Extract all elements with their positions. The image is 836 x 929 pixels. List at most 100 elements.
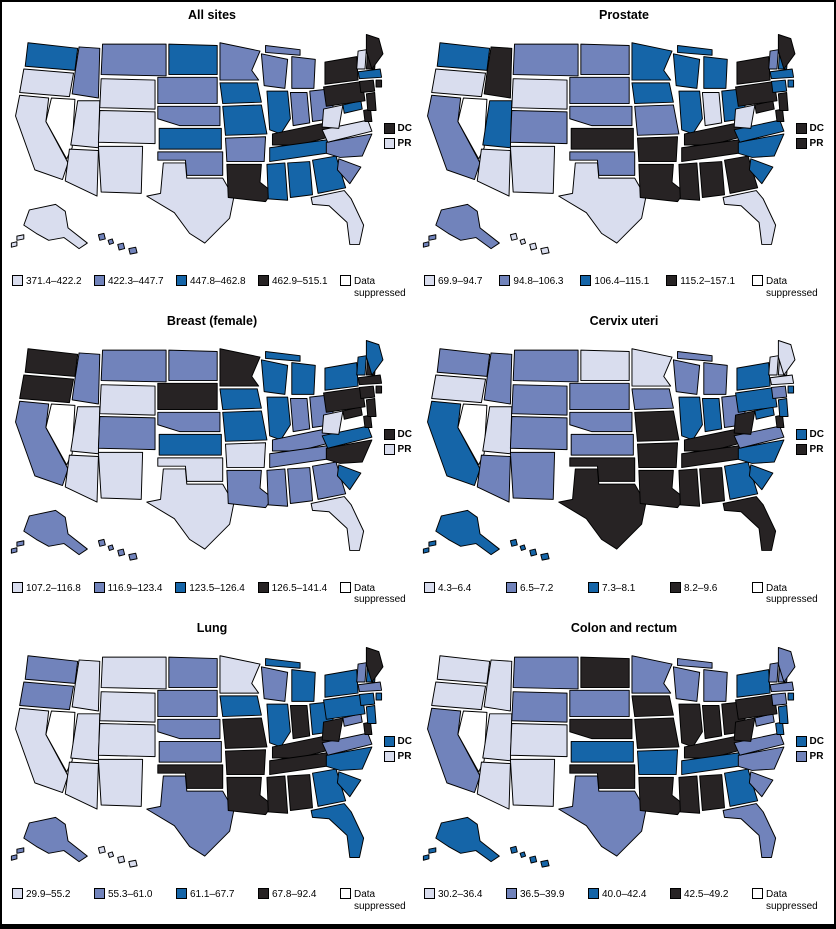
- legend-label: 447.8–462.8: [190, 276, 246, 288]
- state-MO: [634, 717, 680, 749]
- legend-item-q2: 116.9–123.4: [93, 581, 163, 595]
- pr-label: PR: [809, 750, 824, 762]
- legend-item-q1: 107.2–116.8: [12, 581, 81, 595]
- map-area: DC PR: [422, 635, 826, 887]
- legend-swatch-q1: [424, 888, 435, 899]
- state-MN: [219, 654, 261, 694]
- legend-item-q2: 94.8–106.3: [499, 275, 563, 288]
- legend-swatch-q3: [580, 275, 592, 287]
- state-CT: [358, 385, 376, 400]
- state-AR: [225, 748, 267, 775]
- state-HI: [519, 544, 527, 552]
- state-MO: [222, 104, 268, 136]
- legend-label: 8.2–9.6: [684, 582, 718, 594]
- state-ND: [580, 350, 630, 382]
- state-PA: [735, 693, 778, 720]
- state-LA: [638, 776, 685, 815]
- state-MA: [769, 68, 795, 80]
- map-legend: 107.2–116.8 116.9–123.4 123.5–126.4 126.…: [10, 581, 414, 612]
- state-SD: [157, 76, 218, 105]
- state-HI: [128, 553, 138, 561]
- pr-swatch: [795, 444, 807, 456]
- legend-swatch-q1: [12, 275, 23, 287]
- state-WV: [733, 104, 756, 129]
- state-HI: [540, 246, 550, 255]
- state-HI: [128, 246, 138, 255]
- legend-swatch-suppressed: [340, 275, 351, 287]
- state-NM: [509, 145, 556, 194]
- state-SD: [569, 76, 630, 105]
- state-AK: [422, 547, 430, 555]
- state-AK: [10, 241, 18, 248]
- state-ID: [483, 352, 513, 405]
- state-MN: [631, 348, 673, 387]
- legend-swatch-q2: [506, 581, 517, 593]
- legend-label: 107.2–116.8: [26, 582, 81, 594]
- legend-swatch-suppressed: [752, 275, 763, 287]
- state-AK: [10, 853, 18, 861]
- state-CO: [97, 722, 156, 757]
- legend-item-q4: 8.2–9.6: [670, 581, 718, 595]
- legend-item-suppressed: Data suppressed: [340, 581, 412, 606]
- panel-breast-female: Breast (female) DC PR 107.2–116.8 116.9–…: [10, 311, 414, 611]
- state-MS: [266, 468, 289, 508]
- pr-swatch: [383, 444, 395, 456]
- state-VT: [768, 49, 779, 70]
- pr-swatch: [795, 750, 807, 762]
- state-WA: [24, 348, 79, 378]
- state-OR: [19, 374, 75, 404]
- state-MI: [677, 45, 713, 56]
- dc-indicator: DC: [383, 429, 412, 441]
- state-AK: [428, 234, 437, 241]
- state-NC: [737, 133, 785, 158]
- state-UT: [482, 712, 513, 761]
- legend-swatch-q1: [424, 275, 435, 287]
- legend-label: 55.3–61.0: [108, 889, 153, 900]
- state-OR: [19, 68, 75, 98]
- state-UT: [482, 406, 513, 455]
- pr-indicator: PR: [795, 137, 824, 149]
- state-LA: [226, 776, 273, 815]
- state-NY: [324, 362, 359, 392]
- state-TX: [558, 468, 647, 550]
- state-FL: [722, 802, 777, 858]
- state-NE: [157, 105, 221, 127]
- legend-label: 106.4–115.1: [594, 276, 650, 288]
- state-IN: [289, 92, 311, 127]
- state-SC: [336, 770, 362, 797]
- legend-item-q1: 29.9–55.2: [12, 888, 71, 901]
- state-CT: [770, 692, 788, 706]
- state-LA: [638, 163, 685, 203]
- state-DE: [363, 414, 373, 429]
- dc-indicator: DC: [383, 735, 412, 747]
- pr-swatch: [383, 137, 395, 149]
- state-AK: [435, 816, 500, 862]
- state-NC: [737, 746, 785, 771]
- state-AL: [287, 467, 313, 505]
- map-legend: 371.4–422.2 422.3–447.7 447.8–462.8 462.…: [10, 274, 414, 305]
- legend-label: 42.5–49.2: [684, 889, 729, 900]
- legend-label: 116.9–123.4: [107, 582, 163, 594]
- panel-title: Prostate: [598, 8, 650, 22]
- state-WA: [24, 654, 79, 684]
- state-WA: [24, 42, 79, 71]
- legend-label: Data suppressed: [766, 582, 818, 606]
- state-MS: [678, 468, 701, 508]
- state-ND: [168, 43, 218, 76]
- legend-swatch-q3: [176, 888, 187, 899]
- legend-item-q1: 371.4–422.2: [12, 275, 82, 288]
- legend-swatch-q2: [499, 275, 511, 287]
- legend-swatch-q2: [93, 581, 105, 593]
- state-MI: [703, 362, 728, 396]
- state-FL: [310, 802, 365, 858]
- state-MN: [631, 654, 673, 694]
- state-NY: [736, 362, 771, 392]
- state-FL: [310, 190, 365, 245]
- state-WY: [511, 78, 568, 110]
- state-NC: [325, 133, 373, 158]
- state-WV: [321, 104, 344, 129]
- state-HI: [107, 851, 115, 858]
- pr-label: PR: [809, 137, 824, 149]
- state-HI: [128, 859, 138, 868]
- legend-item-q3: 106.4–115.1: [580, 275, 649, 288]
